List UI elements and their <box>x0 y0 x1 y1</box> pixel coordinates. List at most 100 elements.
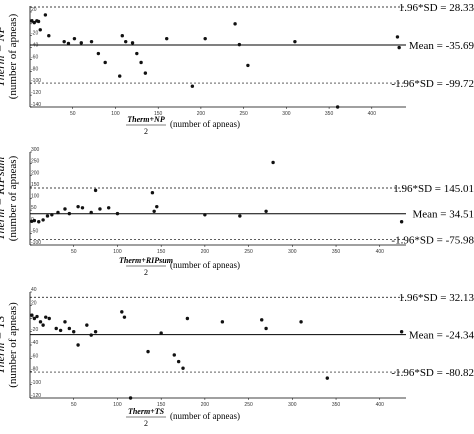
x-tick-label: 300 <box>288 249 297 255</box>
data-point <box>76 204 80 209</box>
data-point <box>181 366 185 370</box>
data-point <box>72 36 77 41</box>
data-point <box>96 51 101 56</box>
y-label-main: Therm − RIPsum <box>0 156 7 240</box>
x-label-numerator: Therm+TS <box>128 407 165 416</box>
x-tick-label: 400 <box>368 111 377 117</box>
y-axis-label: Therm − TS(number of apneas) <box>0 302 19 388</box>
data-point <box>36 19 41 24</box>
data-point <box>203 213 207 217</box>
y-tick-label: -100 <box>31 380 41 386</box>
data-point <box>233 22 237 26</box>
limit-annotation: 1.96*SD = 32.13 <box>399 292 474 304</box>
data-point <box>32 218 37 223</box>
data-point <box>159 331 163 335</box>
limit-annotation: -1.96*SD = -75.98 <box>391 234 474 246</box>
data-point <box>130 41 135 45</box>
y-label-unit: (number of apneas) <box>7 302 19 388</box>
limit-annotation: -1.96*SD = -99.72 <box>391 78 474 90</box>
x-tick-label: 300 <box>282 111 291 117</box>
y-axis-label: Therm − RIPsum(number of apneas) <box>0 155 19 241</box>
data-point <box>165 36 169 41</box>
x-label-unit: (number of apneas) <box>170 119 240 129</box>
chart-panel-3: 40200-20-40-60-80-100-120501001502002503… <box>0 287 474 428</box>
data-point <box>67 211 72 216</box>
y-tick-label: -80 <box>31 66 38 72</box>
y-tick-label: 300 <box>31 147 40 153</box>
data-point <box>203 36 207 41</box>
data-point <box>67 326 72 331</box>
data-point <box>135 51 139 56</box>
x-tick-label: 200 <box>197 111 206 117</box>
data-point <box>120 34 124 38</box>
x-label-unit: (number of apneas) <box>170 260 240 270</box>
data-point <box>106 206 111 210</box>
data-point <box>43 13 48 17</box>
y-label-main: Therm − TS <box>0 316 7 374</box>
y-tick-label: 250 <box>31 159 40 165</box>
data-point <box>30 219 34 223</box>
mean-annotation: Mean = -35.69 <box>409 40 474 52</box>
x-tick-label: 50 <box>71 249 77 255</box>
y-label-main: Therm − NP <box>0 25 7 86</box>
data-point <box>30 19 34 23</box>
data-point <box>299 320 303 324</box>
y-tick-label: -50 <box>31 228 38 234</box>
data-point <box>30 313 34 317</box>
x-tick-label: 350 <box>332 402 341 408</box>
x-label-numerator: Therm+RIPsum <box>119 256 173 265</box>
data-point <box>93 330 98 334</box>
x-tick-label: 200 <box>201 402 210 408</box>
x-tick-label: 100 <box>113 402 122 408</box>
chart-panel-2: 300 250 200 150 100 50 0 -50 -100 50 100 150 200 250 3… <box>0 147 474 277</box>
y-tick-label: -40 <box>31 340 38 346</box>
x-tick-label: 250 <box>244 402 253 408</box>
data-point <box>399 220 404 224</box>
y-tick-label: -140 <box>31 102 41 108</box>
x-tick-label: 350 <box>332 249 341 255</box>
x-tick-label: 200 <box>201 249 210 255</box>
x-tick-label: 350 <box>325 111 334 117</box>
data-point <box>56 210 60 215</box>
data-point <box>139 60 143 65</box>
data-point <box>176 359 181 364</box>
x-tick-label: 150 <box>157 402 166 408</box>
data-point <box>264 326 268 331</box>
data-point <box>47 34 51 38</box>
data-point <box>397 45 401 50</box>
y-tick-label: 40 <box>31 287 37 293</box>
data-point <box>172 353 176 357</box>
x-tick-label: 250 <box>239 111 248 117</box>
y-label-unit: (number of apneas) <box>7 155 19 241</box>
data-point <box>124 39 128 44</box>
data-point <box>395 35 400 39</box>
y-tick-label: -100 <box>31 240 41 246</box>
data-point <box>41 218 45 222</box>
data-point <box>150 190 155 195</box>
y-tick-label: -40 <box>31 43 38 49</box>
data-point <box>41 323 45 327</box>
y-tick-label: -60 <box>31 54 38 60</box>
data-point <box>152 209 156 213</box>
data-point <box>93 188 98 193</box>
x-label-denominator: 2 <box>144 419 148 428</box>
x-tick-label: 150 <box>157 249 166 255</box>
data-point <box>325 376 330 380</box>
data-point <box>32 316 37 321</box>
data-point <box>89 210 93 215</box>
data-point <box>79 41 83 45</box>
data-point <box>122 315 127 319</box>
data-point <box>143 71 148 75</box>
data-point <box>66 41 71 46</box>
y-tick-label: -120 <box>31 90 41 96</box>
y-tick-label: -100 <box>31 78 41 84</box>
data-point <box>62 39 66 44</box>
data-point <box>128 396 133 400</box>
data-point <box>237 42 242 47</box>
data-point <box>185 316 190 321</box>
limit-annotation: -1.96*SD = -80.82 <box>391 367 474 379</box>
data-point <box>399 330 404 334</box>
data-point <box>38 320 43 324</box>
data-point <box>80 206 85 210</box>
